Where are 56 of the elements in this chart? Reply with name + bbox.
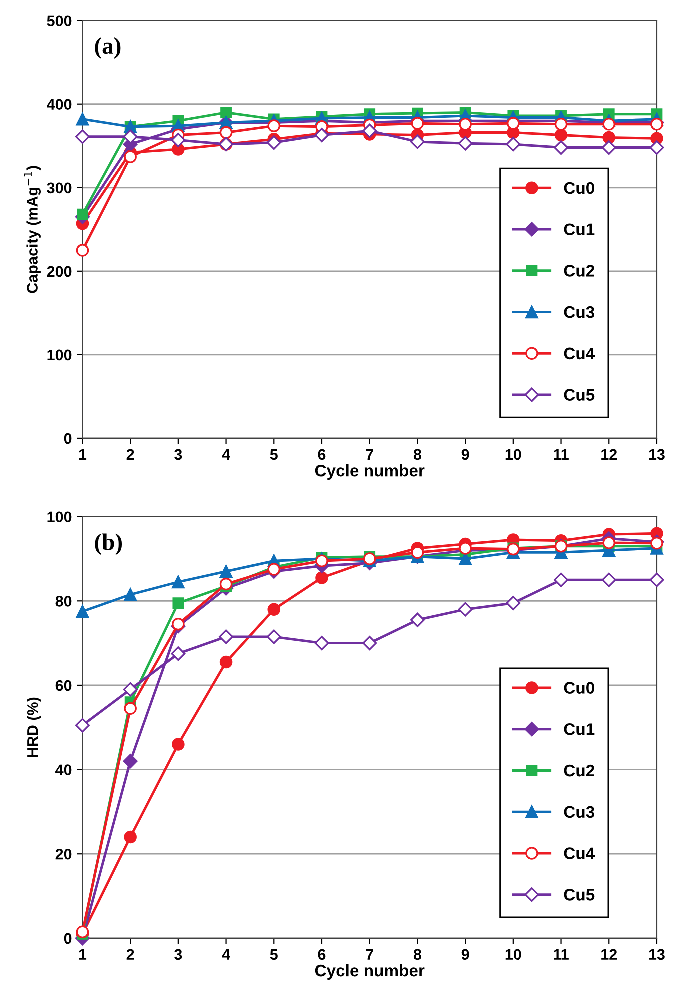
x-tick-label: 8 [414,949,422,960]
x-tick-label: 4 [222,949,230,960]
x-tick-label: 8 [414,449,422,460]
x-tick-label: 13 [649,449,665,460]
y-tick-label: 100 [48,350,72,361]
y-tick-label: 80 [56,596,72,607]
x-tick-label: 11 [554,449,569,460]
legend-label: Cu1 [564,224,595,236]
legend-label: Cu3 [564,806,595,818]
text: (b) [95,534,122,556]
legend-label: Cu4 [564,848,596,860]
legend-label: Cu3 [564,306,595,318]
text: (a) [95,38,121,59]
x-tick-label: 2 [126,449,134,460]
y-axis-title: HRD (%) [27,698,42,758]
legend-label: Cu0 [564,182,594,194]
x-tick-label: 3 [174,949,182,960]
x-tick-label: 7 [366,449,374,460]
x-tick-label: 6 [318,449,326,460]
x-tick-label: 12 [602,949,618,960]
x-tick-label: 5 [270,949,278,960]
y-tick-label: 400 [47,99,72,110]
y-tick-label: 200 [47,266,72,278]
legend-label: Cu2 [564,265,594,277]
y-tick-label: 40 [56,764,72,776]
legend-label: Cu1 [564,724,595,736]
x-tick-label: 5 [270,449,278,460]
y-tick-label: 60 [56,680,72,692]
x-tick-label: 4 [222,449,230,460]
x-tick-label: 1 [79,949,87,960]
y-tick-label: 20 [56,848,72,860]
x-tick-label: 9 [462,449,470,460]
legend-label: Cu0 [564,682,594,694]
y-tick-label: 300 [47,182,72,194]
x-tick-label: 2 [126,949,134,960]
x-tick-label: 13 [649,949,665,960]
legend-label: Cu5 [564,389,595,401]
x-tick-label: 10 [506,949,522,960]
y-tick-label: 500 [47,16,72,27]
x-tick-label: 6 [318,949,326,960]
legend-label: Cu2 [564,764,594,777]
x-tick-label: 12 [602,449,618,460]
y-tick-label: 0 [64,433,72,444]
y-axis-title: Capacity (mAg$^{−1}$) [24,166,42,294]
y-tick-label: 100 [48,512,72,523]
x-tick-label: 3 [174,449,182,460]
x-axis-title: Cycle number [315,464,425,480]
x-tick-label: 10 [506,449,522,460]
x-tick-label: 7 [366,949,374,960]
legend-label: Cu4 [564,348,596,360]
x-tick-label: 1 [79,449,87,460]
x-tick-label: 9 [462,949,470,960]
legend-label: Cu5 [564,889,595,901]
y-tick-label: 0 [64,933,72,944]
x-axis-title: Cycle number [315,964,425,980]
x-tick-label: 11 [554,949,569,960]
